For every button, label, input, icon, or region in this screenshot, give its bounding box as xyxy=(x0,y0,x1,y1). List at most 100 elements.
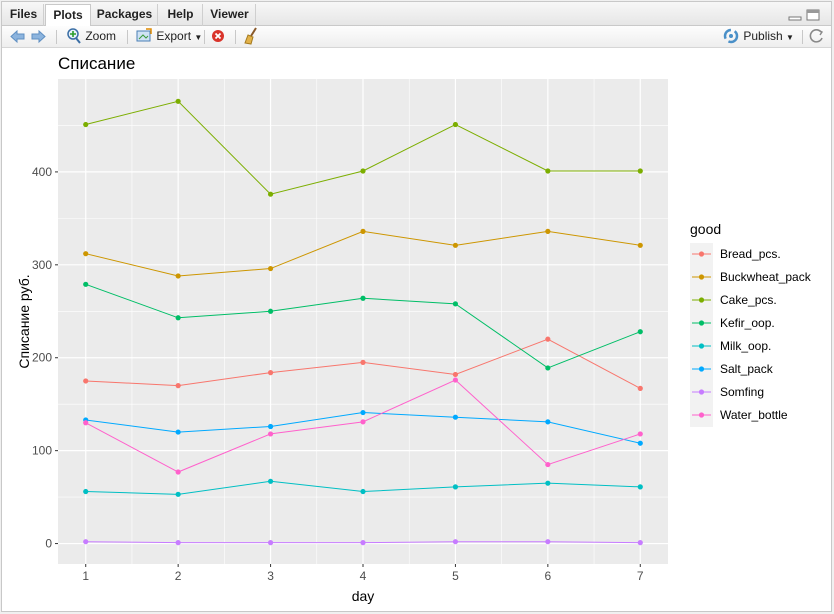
refresh-icon xyxy=(809,29,824,43)
toolbar-separator xyxy=(235,30,236,44)
tab-plots[interactable]: Plots xyxy=(45,4,91,27)
legend: good Bread_pcs. Buckwheat_pack Cake_pcs. Kef… xyxy=(690,221,812,427)
data-point xyxy=(452,539,459,545)
data-point xyxy=(637,431,643,437)
data-point xyxy=(637,440,643,446)
data-point xyxy=(637,484,643,490)
legend-point xyxy=(698,343,705,349)
tab-packages[interactable]: Packages xyxy=(92,4,158,26)
publish-button[interactable]: Publish ▼ xyxy=(722,26,798,47)
legend-label: Milk_oop. xyxy=(720,339,771,353)
data-point xyxy=(175,315,181,321)
x-axis: 1 2 3 4 5 6 7 xyxy=(82,564,644,583)
x-tick-label: 7 xyxy=(637,569,644,583)
data-point xyxy=(267,191,274,197)
legend-point xyxy=(698,320,705,326)
minimize-icon[interactable] xyxy=(788,8,802,22)
data-point xyxy=(267,478,274,484)
legend-label: Salt_pack xyxy=(720,362,774,376)
legend-point xyxy=(698,274,705,280)
data-point xyxy=(452,301,459,307)
data-point xyxy=(175,469,181,475)
legend-label: Water_bottle xyxy=(720,408,788,422)
data-point xyxy=(360,540,366,546)
toolbar-separator xyxy=(802,30,803,44)
data-point xyxy=(452,371,459,378)
data-point xyxy=(452,484,459,490)
y-tick-label: 0 xyxy=(45,537,52,551)
toolbar-separator xyxy=(127,30,128,44)
x-tick-label: 1 xyxy=(82,569,89,583)
data-point xyxy=(175,383,181,389)
data-point xyxy=(360,359,366,365)
data-point xyxy=(452,242,459,248)
data-point xyxy=(360,168,366,174)
legend-point xyxy=(698,366,705,372)
zoom-button[interactable]: Zoom xyxy=(64,26,124,47)
back-arrow-icon[interactable] xyxy=(8,26,26,47)
legend-point xyxy=(698,412,705,418)
data-point xyxy=(360,488,366,495)
data-point xyxy=(83,251,89,257)
y-tick-label: 200 xyxy=(32,351,52,365)
toolbar-separator xyxy=(204,30,205,44)
refresh-button[interactable] xyxy=(808,26,826,47)
series-lines xyxy=(83,98,643,546)
gridlines xyxy=(58,79,668,564)
data-point xyxy=(175,98,181,104)
zoom-icon xyxy=(67,28,81,44)
data-point xyxy=(360,409,366,416)
export-button[interactable]: Export ▼ xyxy=(135,26,203,47)
data-point xyxy=(175,273,181,279)
data-point xyxy=(83,121,89,128)
tab-help[interactable]: Help xyxy=(159,4,203,26)
legend-label: Bread_pcs. xyxy=(720,247,781,261)
x-axis-label: day xyxy=(352,588,375,604)
clear-all-button[interactable] xyxy=(243,26,261,47)
y-tick-label: 100 xyxy=(32,444,52,458)
export-icon xyxy=(136,28,152,42)
x-tick-label: 3 xyxy=(267,569,274,583)
chevron-down-icon: ▼ xyxy=(194,33,203,42)
legend-label: Kefir_oop. xyxy=(720,316,775,330)
y-axis-label: Списание руб. xyxy=(16,274,32,368)
data-point xyxy=(637,168,643,174)
data-point xyxy=(452,121,459,128)
data-point xyxy=(545,461,551,468)
data-point xyxy=(545,365,551,371)
toolbar-separator xyxy=(56,30,57,44)
data-point xyxy=(83,420,89,426)
legend-point xyxy=(698,297,705,303)
x-tick-label: 2 xyxy=(175,569,182,583)
data-point xyxy=(175,491,181,497)
data-point xyxy=(637,329,643,335)
data-point xyxy=(545,480,551,486)
tab-viewer[interactable]: Viewer xyxy=(204,4,256,26)
data-point xyxy=(175,429,181,435)
plot-title: Списание xyxy=(58,54,135,73)
data-point xyxy=(267,370,274,376)
data-point xyxy=(267,431,274,437)
legend-point xyxy=(698,251,705,257)
y-tick-label: 300 xyxy=(32,258,52,272)
remove-plot-button[interactable] xyxy=(210,26,226,47)
data-point xyxy=(637,242,643,248)
data-point xyxy=(267,265,274,272)
legend-label: Cake_pcs. xyxy=(720,293,777,307)
data-point xyxy=(637,385,643,391)
data-point xyxy=(83,539,89,545)
zoom-label: Zoom xyxy=(85,29,117,43)
legend-label: Somfing xyxy=(720,385,764,399)
plot-area: Списание 0 100 200 300 400 1 2 3 4 5 6 7 day Списа… xyxy=(16,54,812,604)
forward-arrow-icon[interactable] xyxy=(30,26,48,47)
maximize-icon[interactable] xyxy=(806,8,820,22)
legend-label: Buckwheat_pack xyxy=(720,270,812,284)
legend-title: good xyxy=(690,221,721,237)
data-point xyxy=(267,423,274,430)
y-axis: 0 100 200 300 400 xyxy=(32,165,58,551)
data-point xyxy=(360,295,366,301)
data-point xyxy=(360,228,366,234)
x-tick-label: 4 xyxy=(360,569,367,583)
tab-files[interactable]: Files xyxy=(4,4,44,26)
data-point xyxy=(83,281,89,287)
